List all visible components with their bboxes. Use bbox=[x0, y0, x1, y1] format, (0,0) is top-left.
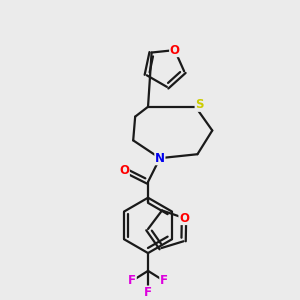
Text: N: N bbox=[155, 152, 165, 165]
Text: O: O bbox=[119, 164, 129, 176]
Text: F: F bbox=[128, 274, 136, 287]
Text: F: F bbox=[160, 274, 168, 287]
Text: F: F bbox=[144, 286, 152, 299]
Text: O: O bbox=[170, 44, 180, 57]
Text: O: O bbox=[179, 212, 189, 224]
Text: S: S bbox=[195, 98, 204, 111]
